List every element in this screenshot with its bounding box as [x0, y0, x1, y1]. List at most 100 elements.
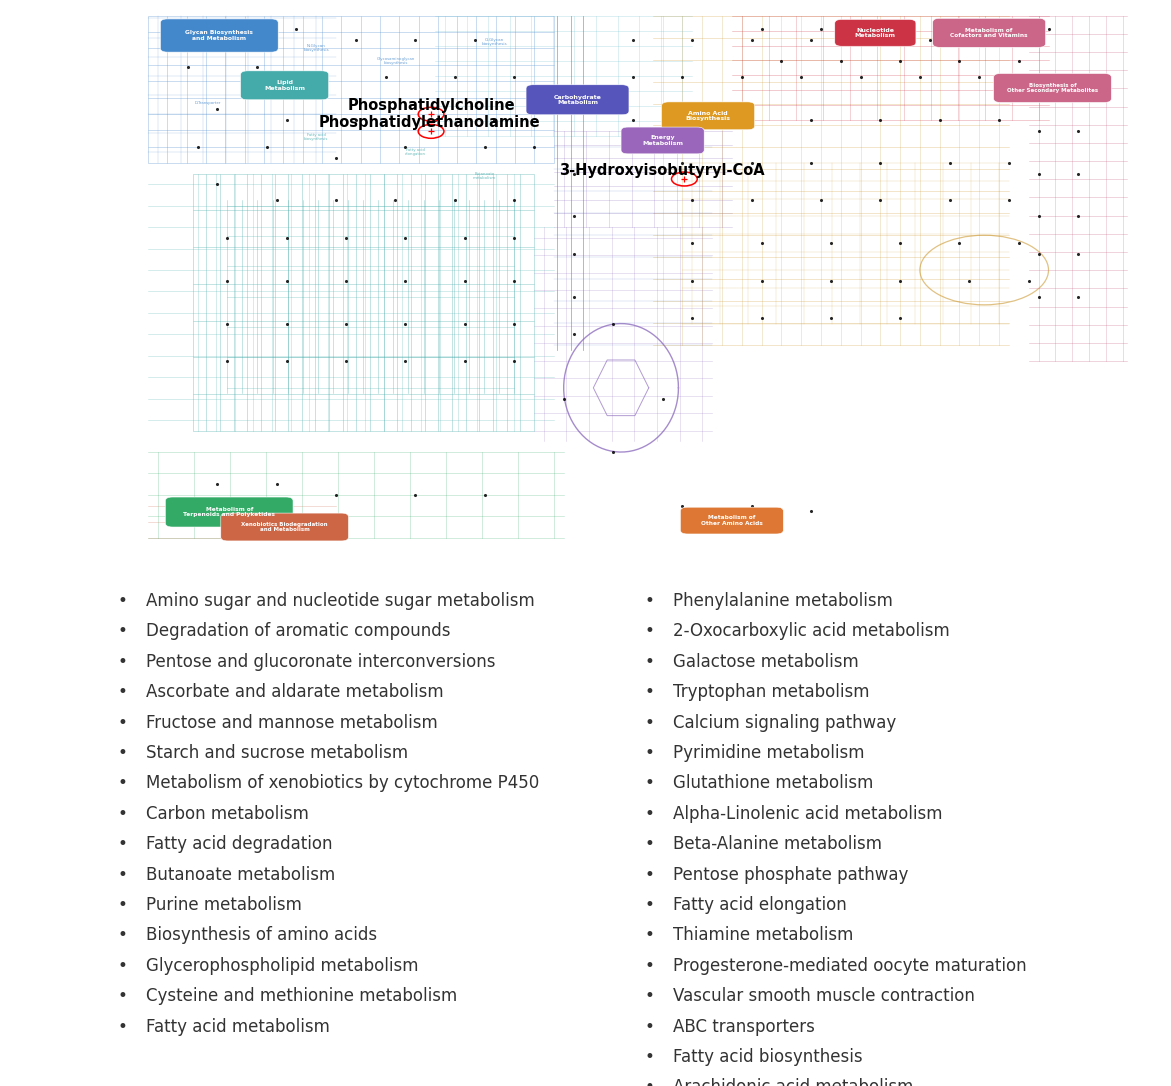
Point: [505, 229, 523, 247]
Point: [278, 352, 296, 369]
Point: [930, 21, 949, 38]
Text: Pyrimidine metabolism: Pyrimidine metabolism: [673, 744, 865, 762]
Point: [1069, 288, 1088, 305]
Point: [831, 52, 850, 70]
Text: •: •: [117, 835, 126, 854]
Text: •: •: [644, 1048, 653, 1066]
Point: [950, 235, 968, 252]
FancyBboxPatch shape: [835, 20, 916, 47]
Point: [1069, 165, 1088, 182]
Point: [940, 154, 959, 172]
Text: •: •: [117, 805, 126, 823]
Point: [396, 138, 415, 155]
Text: •: •: [117, 683, 126, 702]
Point: [742, 112, 761, 129]
Point: [347, 31, 365, 49]
Text: Metabolism of
Terpenoids and Polyketides: Metabolism of Terpenoids and Polyketides: [183, 507, 275, 517]
Point: [278, 112, 296, 129]
Text: O-Glycan
biosynthesis: O-Glycan biosynthesis: [481, 38, 507, 47]
Text: •: •: [117, 744, 126, 762]
Point: [456, 315, 474, 332]
Point: [376, 68, 395, 86]
Point: [1029, 207, 1048, 225]
Text: Phenylalanine metabolism: Phenylalanine metabolism: [673, 592, 893, 610]
FancyBboxPatch shape: [621, 127, 704, 154]
Point: [396, 272, 415, 289]
Point: [624, 68, 643, 86]
Text: Phosphatidylethanolamine: Phosphatidylethanolamine: [319, 115, 540, 130]
Point: [327, 192, 345, 210]
Text: •: •: [644, 866, 653, 884]
Text: Amino Acid
Biosynthesis: Amino Acid Biosynthesis: [686, 111, 731, 121]
Point: [742, 192, 761, 210]
Text: N-Glycan
biosynthesis: N-Glycan biosynthesis: [303, 43, 329, 52]
Text: •: •: [644, 683, 653, 702]
Point: [287, 21, 306, 38]
Point: [624, 31, 643, 49]
Point: [336, 352, 355, 369]
Text: •: •: [644, 714, 653, 732]
Point: [475, 138, 494, 155]
Point: [505, 192, 523, 210]
Point: [1069, 207, 1088, 225]
Point: [683, 235, 701, 252]
FancyBboxPatch shape: [680, 507, 783, 534]
Text: D-Transporter: D-Transporter: [194, 101, 220, 105]
Point: [189, 138, 207, 155]
Point: [218, 229, 237, 247]
Text: •: •: [117, 653, 126, 671]
Point: [1000, 192, 1019, 210]
Text: •: •: [117, 592, 126, 610]
Text: •: •: [117, 714, 126, 732]
Point: [386, 192, 405, 210]
Point: [821, 235, 840, 252]
Text: Fatty acid
biosynthesis: Fatty acid biosynthesis: [304, 134, 329, 141]
Text: Amino sugar and nucleotide sugar metabolism: Amino sugar and nucleotide sugar metabol…: [146, 592, 535, 610]
Text: Cysteine and methionine metabolism: Cysteine and methionine metabolism: [146, 987, 458, 1006]
Point: [920, 31, 939, 49]
FancyBboxPatch shape: [933, 18, 1046, 48]
Point: [406, 487, 425, 504]
Point: [475, 487, 494, 504]
Point: [752, 272, 771, 289]
Text: Glycerophospholipid metabolism: Glycerophospholipid metabolism: [146, 957, 419, 975]
Point: [208, 176, 227, 193]
Point: [505, 352, 523, 369]
Point: [1069, 122, 1088, 139]
Point: [742, 31, 761, 49]
Text: Biosynthesis of amino acids: Biosynthesis of amino acids: [146, 926, 377, 945]
Text: Degradation of aromatic compounds: Degradation of aromatic compounds: [146, 622, 451, 641]
Text: Lipid
Metabolism: Lipid Metabolism: [265, 80, 306, 90]
Point: [278, 229, 296, 247]
Point: [673, 68, 692, 86]
Point: [673, 154, 692, 172]
Point: [821, 272, 840, 289]
Text: Starch and sucrose metabolism: Starch and sucrose metabolism: [146, 744, 409, 762]
Point: [456, 352, 474, 369]
Text: •: •: [644, 926, 653, 945]
Point: [347, 112, 365, 129]
Text: Pentose and glucoronate interconversions: Pentose and glucoronate interconversions: [146, 653, 495, 671]
FancyBboxPatch shape: [662, 102, 754, 129]
Point: [812, 192, 830, 210]
Point: [1029, 165, 1048, 182]
Text: •: •: [644, 653, 653, 671]
Text: Carbon metabolism: Carbon metabolism: [146, 805, 309, 823]
Text: •: •: [644, 835, 653, 854]
Point: [445, 68, 464, 86]
Point: [911, 68, 930, 86]
Point: [891, 310, 910, 327]
Text: Metabolism of
Other Amino Acids: Metabolism of Other Amino Acids: [701, 516, 762, 526]
Text: Fatty acid degradation: Fatty acid degradation: [146, 835, 333, 854]
Point: [624, 112, 643, 129]
Text: •: •: [117, 926, 126, 945]
Point: [485, 112, 504, 129]
Point: [792, 68, 810, 86]
Text: Vascular smooth muscle contraction: Vascular smooth muscle contraction: [673, 987, 975, 1006]
Point: [673, 112, 692, 129]
Text: •: •: [644, 592, 653, 610]
Text: •: •: [117, 957, 126, 975]
Point: [989, 21, 1008, 38]
Point: [396, 315, 415, 332]
Point: [960, 272, 979, 289]
